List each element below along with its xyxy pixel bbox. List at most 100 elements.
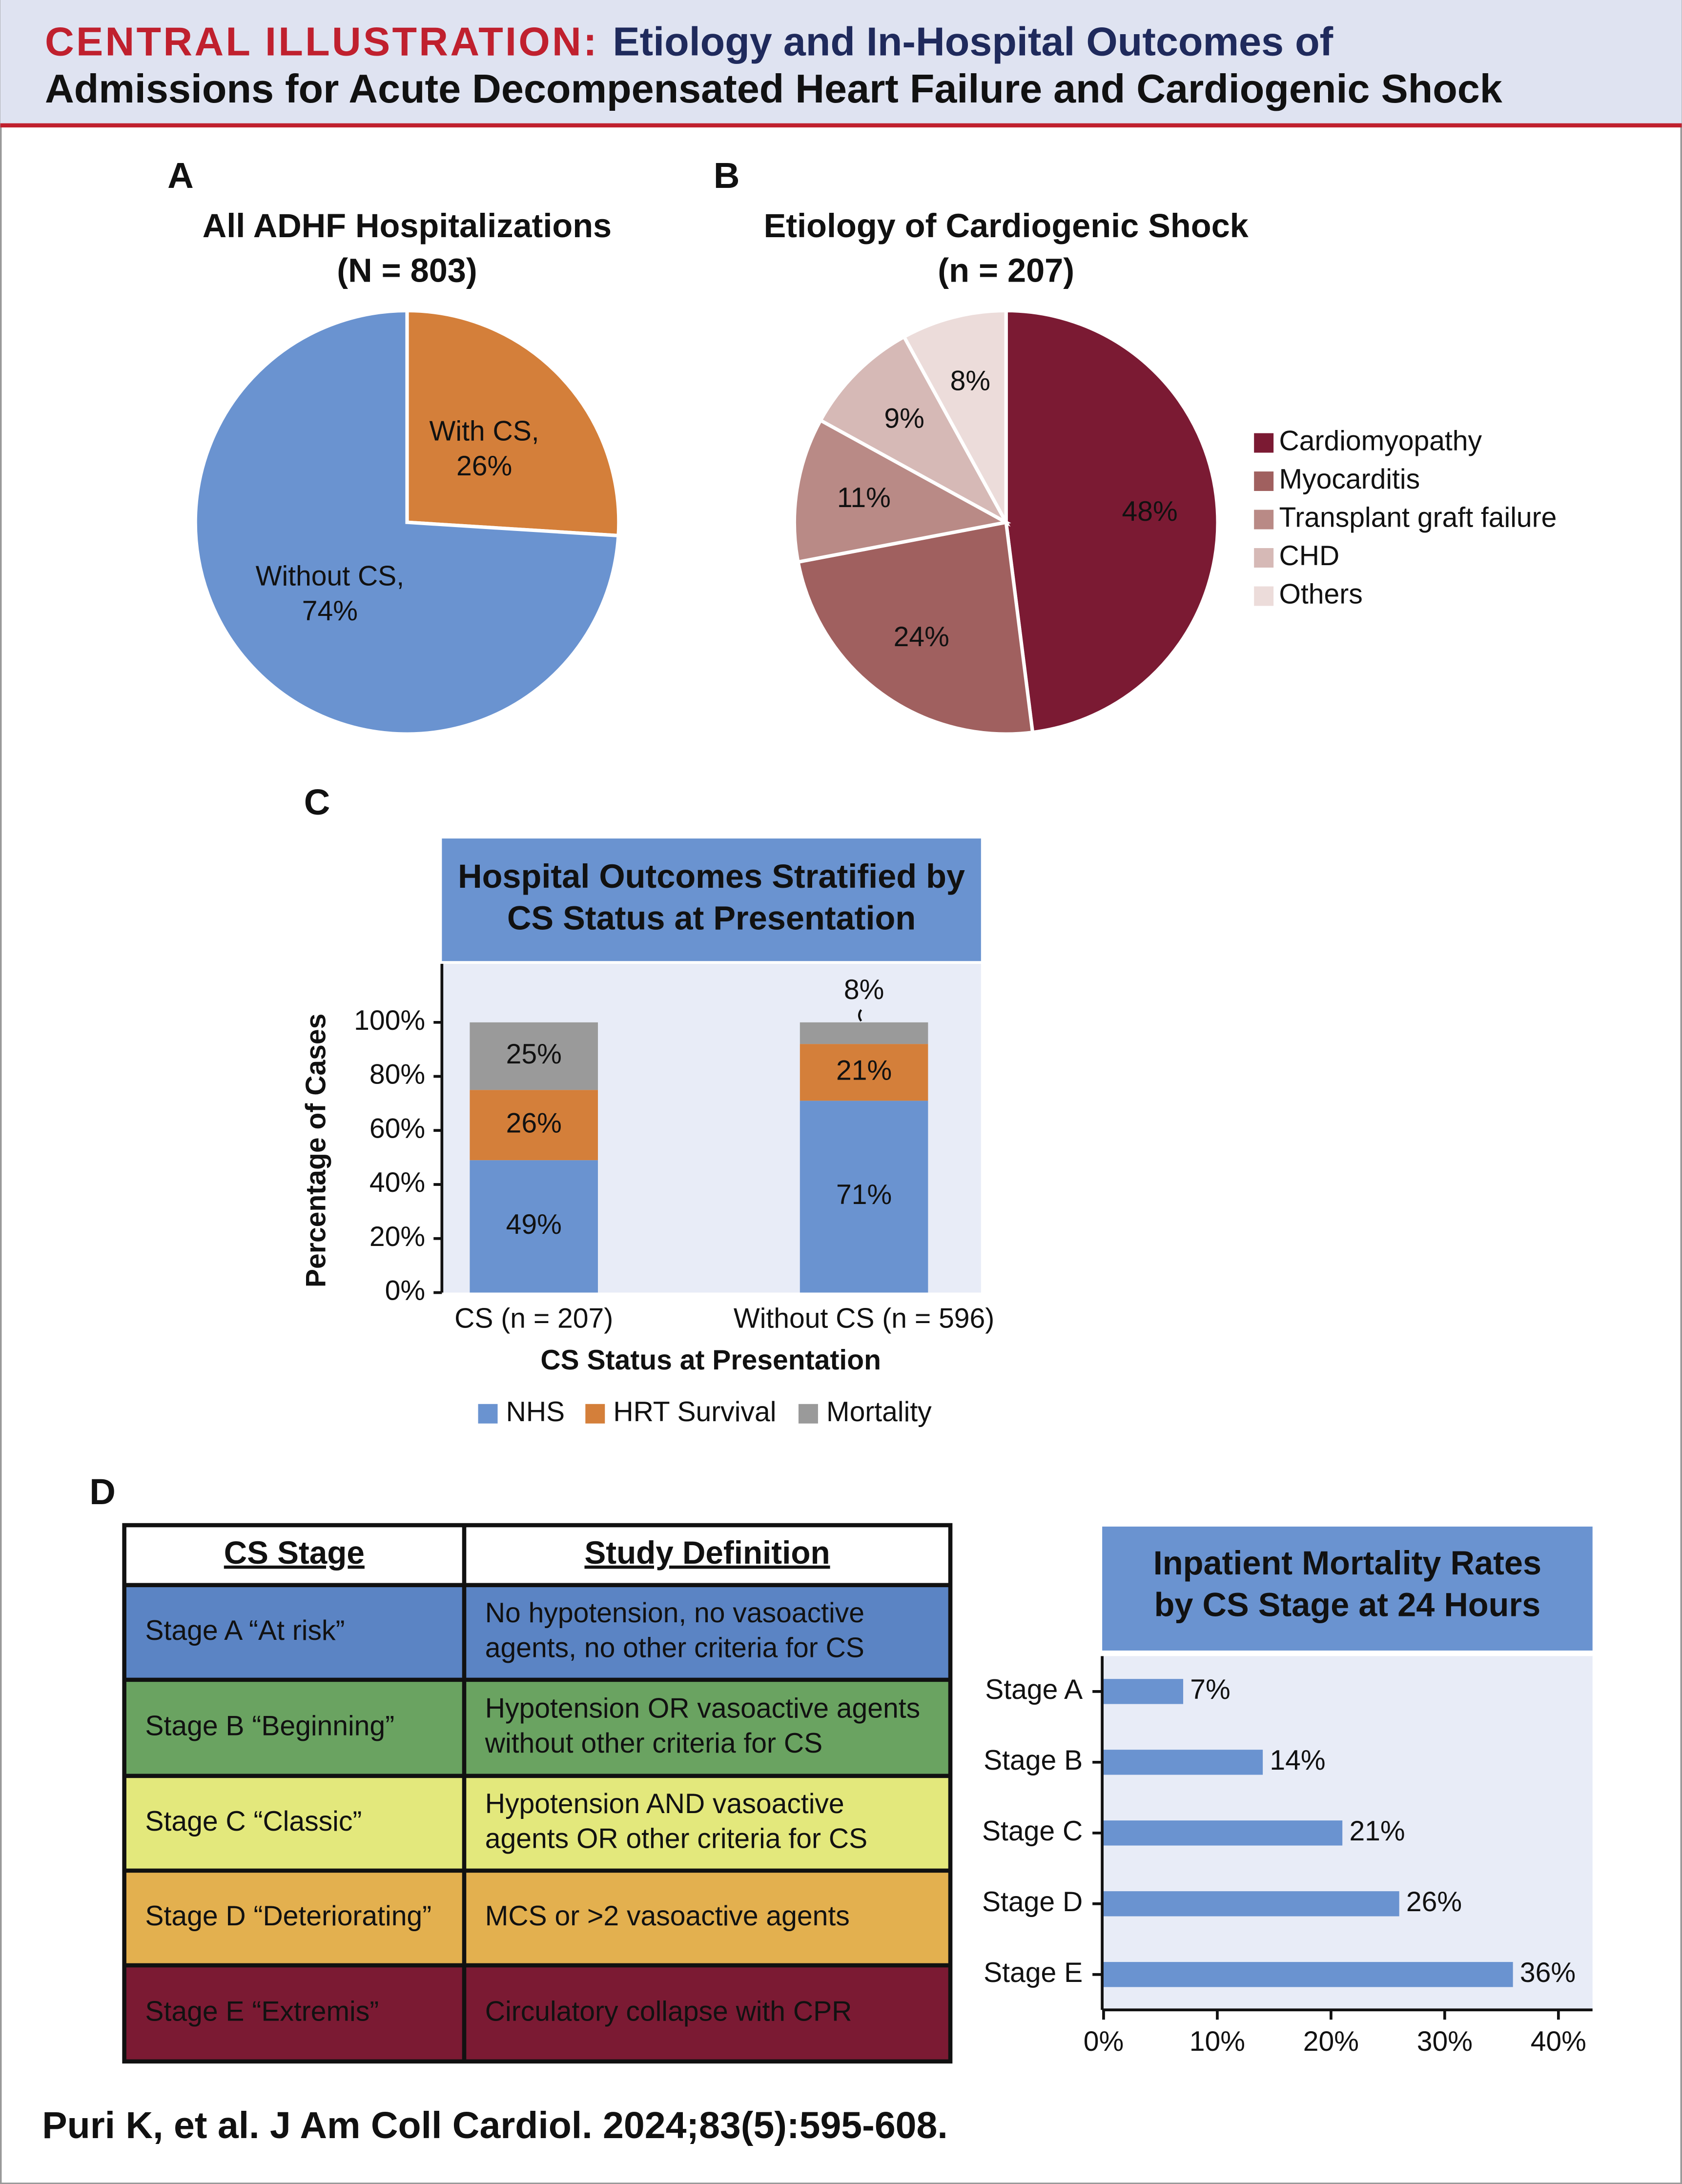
- y-tick-label: 60%: [369, 1113, 425, 1144]
- pie-slice: [792, 418, 1011, 564]
- header-label: CENTRAL ILLUSTRATION:: [45, 19, 599, 64]
- value-label: 26%: [1406, 1886, 1462, 1918]
- table-cell: Circulatory collapse with CPR: [485, 1996, 852, 2027]
- bar: [1103, 1891, 1399, 1917]
- chart-title: (n = 207): [938, 251, 1074, 289]
- value-label: 49%: [506, 1209, 562, 1240]
- x-tick-label: 20%: [1303, 2026, 1359, 2057]
- pie-slice: [796, 520, 1035, 736]
- panel-label: C: [304, 782, 330, 822]
- value-label: 26%: [506, 1107, 562, 1139]
- chart-title: by CS Stage at 24 Hours: [1154, 1586, 1541, 1624]
- value-label: 71%: [836, 1179, 892, 1210]
- pie-slice: [1004, 308, 1220, 735]
- x-axis-title: CS Status at Presentation: [540, 1345, 881, 1376]
- chart-title: Hospital Outcomes Stratified by: [458, 857, 965, 895]
- bar: [1103, 1820, 1343, 1846]
- x-tick-label: 40%: [1531, 2026, 1586, 2057]
- x-tick-label: 0%: [1084, 2026, 1124, 2057]
- legend-label: Cardiomyopathy: [1279, 426, 1482, 457]
- bar: [1103, 1750, 1263, 1775]
- legend-label: Myocarditis: [1279, 464, 1420, 495]
- chart-title: CS Status at Presentation: [507, 899, 916, 937]
- legend-label: Transplant graft failure: [1279, 502, 1557, 533]
- value-label: 8%: [844, 974, 884, 1005]
- y-tick-label: Stage E: [984, 1957, 1083, 1988]
- y-tick-label: Stage B: [984, 1745, 1083, 1776]
- table-cell: Stage B “Beginning”: [145, 1710, 394, 1741]
- y-tick-label: 40%: [369, 1167, 425, 1198]
- header-title: Admissions for Acute Decompensated Heart…: [45, 66, 1503, 111]
- legend-label: Mortality: [826, 1396, 932, 1428]
- bar-segment: [800, 1044, 928, 1101]
- slice-label: 26%: [456, 450, 512, 482]
- table-header: CS Stage: [224, 1535, 365, 1571]
- panel-label: A: [167, 155, 194, 196]
- table-cell: Stage A “At risk”: [145, 1615, 345, 1646]
- table-cell: agents OR other criteria for CS: [485, 1823, 867, 1855]
- y-tick-label: 20%: [369, 1221, 425, 1252]
- pie-slice: [405, 308, 621, 538]
- slice-label: 74%: [302, 595, 358, 627]
- table-row: [124, 1965, 951, 2062]
- legend-swatch: [1254, 548, 1274, 568]
- legend-label: CHD: [1279, 540, 1340, 572]
- slice-label: 11%: [837, 482, 891, 513]
- bar: [1103, 1679, 1184, 1704]
- y-tick-label: 0%: [385, 1275, 425, 1306]
- citation: Puri K, et al. J Am Coll Cardiol. 2024;8…: [42, 2104, 948, 2146]
- table-cell: Stage D “Deteriorating”: [145, 1900, 431, 1932]
- legend-swatch: [478, 1404, 498, 1424]
- y-tick-label: Stage A: [985, 1674, 1083, 1705]
- chart-title: (N = 803): [337, 251, 477, 289]
- table-row: [124, 1870, 951, 1965]
- table-cell: Stage C “Classic”: [145, 1806, 362, 1837]
- value-label: 14%: [1270, 1745, 1325, 1776]
- x-tick-label: CS (n = 207): [454, 1303, 613, 1334]
- y-axis-title: Percentage of Cases: [300, 1014, 331, 1287]
- header-title: Etiology and In-Hospital Outcomes of: [613, 19, 1333, 64]
- table-cell: Hypotension AND vasoactive: [485, 1788, 844, 1819]
- table-cell: agents, no other criteria for CS: [485, 1633, 864, 1664]
- table-cell: Hypotension OR vasoactive agents: [485, 1693, 920, 1724]
- slice-label: 48%: [1122, 496, 1177, 527]
- table-header: Study Definition: [584, 1535, 830, 1571]
- legend-swatch: [585, 1404, 605, 1424]
- header-line: CENTRAL ILLUSTRATION: Etiology and In-Hos…: [45, 19, 1333, 64]
- legend-swatch: [1254, 433, 1274, 453]
- legend-label: NHS: [506, 1396, 565, 1428]
- legend-label: Others: [1279, 579, 1363, 610]
- chart-title: Etiology of Cardiogenic Shock: [764, 207, 1249, 245]
- bar-segment: [800, 1101, 928, 1293]
- x-tick-label: 30%: [1417, 2026, 1473, 2057]
- bar-segment: [470, 1090, 598, 1161]
- x-tick-label: Without CS (n = 596): [734, 1303, 994, 1334]
- value-label: 21%: [836, 1055, 892, 1086]
- bar-segment: [800, 1022, 928, 1044]
- header-bg: [0, 0, 1682, 125]
- title-box: [442, 838, 981, 961]
- legend-swatch: [1254, 510, 1274, 530]
- label-leader: [858, 1009, 862, 1022]
- pie-slice: [902, 308, 1008, 523]
- value-label: 21%: [1349, 1816, 1405, 1847]
- table-border: [122, 1523, 953, 2064]
- slice-label: With CS,: [430, 416, 539, 447]
- value-label: 36%: [1520, 1957, 1576, 1988]
- pie-slice: [193, 308, 620, 736]
- y-tick-label: Stage D: [982, 1886, 1083, 1918]
- table-row: [124, 1585, 951, 1680]
- bar-segment: [470, 1022, 598, 1090]
- table-cell: without other criteria for CS: [485, 1728, 822, 1759]
- slice-label: Without CS,: [256, 561, 404, 592]
- y-tick-label: Stage C: [982, 1816, 1083, 1847]
- table-cell: No hypotension, no vasoactive: [485, 1597, 864, 1629]
- value-label: 7%: [1190, 1674, 1230, 1705]
- slice-label: 8%: [950, 366, 990, 397]
- legend-swatch: [1254, 586, 1274, 606]
- y-tick-label: 80%: [369, 1059, 425, 1090]
- bar: [1103, 1962, 1513, 1987]
- value-label: 25%: [506, 1039, 562, 1070]
- panel-label: D: [89, 1471, 116, 1512]
